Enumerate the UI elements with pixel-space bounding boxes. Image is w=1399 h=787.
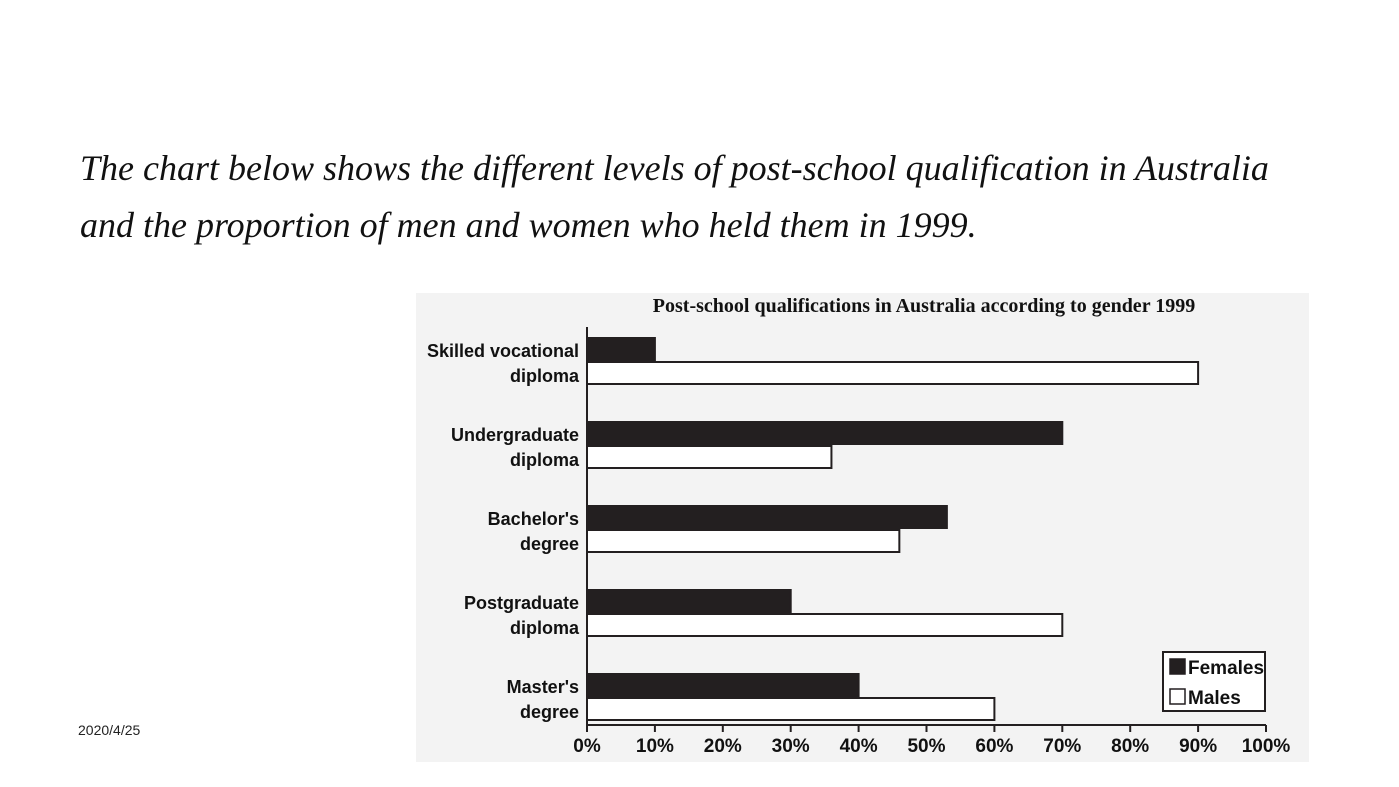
- bar-males-3: [586, 613, 1064, 637]
- intro-line-2: and the proportion of men and women who …: [80, 205, 977, 245]
- category-label-1-line-1: diploma: [510, 450, 580, 470]
- x-tick-label-7: 70%: [1043, 736, 1081, 757]
- x-tick-label-1: 10%: [636, 736, 674, 757]
- legend: Females Males: [1162, 651, 1266, 712]
- x-tick-label-10: 100%: [1242, 736, 1291, 757]
- bar-females-1: [586, 421, 1064, 445]
- bar-males-0: [586, 361, 1200, 385]
- category-label-1-line-0: Undergraduate: [451, 425, 579, 445]
- category-label-0-line-1: diploma: [510, 366, 580, 386]
- intro-line-1: The chart below shows the different leve…: [80, 148, 1269, 188]
- bars-group: [586, 337, 1200, 721]
- chart-title: Post-school qualifications in Australia …: [653, 295, 1195, 317]
- category-label-2-line-1: degree: [520, 534, 579, 554]
- slide-date: 2020/4/25: [78, 722, 141, 738]
- bar-males-2: [586, 529, 901, 553]
- legend-label-females: Females: [1188, 658, 1264, 679]
- x-tick-label-5: 50%: [907, 736, 945, 757]
- bar-females-2: [586, 505, 948, 529]
- x-tick-label-8: 80%: [1111, 736, 1149, 757]
- legend-label-males: Males: [1188, 688, 1241, 709]
- x-tick-label-6: 60%: [975, 736, 1013, 757]
- bar-females-4: [586, 673, 860, 697]
- intro-text: The chart below shows the different leve…: [80, 140, 1310, 254]
- x-tick-label-9: 90%: [1179, 736, 1217, 757]
- bar-females-0: [586, 337, 656, 361]
- x-tick-label-0: 0%: [573, 736, 601, 757]
- category-labels: Skilled vocational diploma Undergraduate di…: [427, 341, 580, 722]
- x-tick-label-2: 20%: [704, 736, 742, 757]
- category-label-2-line-0: Bachelor's: [488, 509, 579, 529]
- category-label-0-line-0: Skilled vocational: [427, 341, 579, 361]
- axes-group: 0% 10% 20% 30% 40% 50% 60% 70% 80% 90% 100%: [573, 327, 1290, 757]
- category-label-3-line-0: Postgraduate: [464, 593, 579, 613]
- category-label-3-line-1: diploma: [510, 618, 580, 638]
- bar-females-3: [586, 589, 792, 613]
- chart-figure: Post-school qualifications in Australia …: [416, 293, 1309, 762]
- x-tick-label-3: 30%: [772, 736, 810, 757]
- category-label-4-line-1: degree: [520, 702, 579, 722]
- bar-chart: Post-school qualifications in Australia …: [427, 295, 1290, 757]
- legend-swatch-males: [1169, 688, 1186, 705]
- bar-males-1: [586, 445, 833, 469]
- bar-males-4: [586, 697, 996, 721]
- legend-swatch-females: [1169, 658, 1186, 675]
- category-label-4-line-0: Master's: [507, 677, 579, 697]
- x-tick-label-4: 40%: [840, 736, 878, 757]
